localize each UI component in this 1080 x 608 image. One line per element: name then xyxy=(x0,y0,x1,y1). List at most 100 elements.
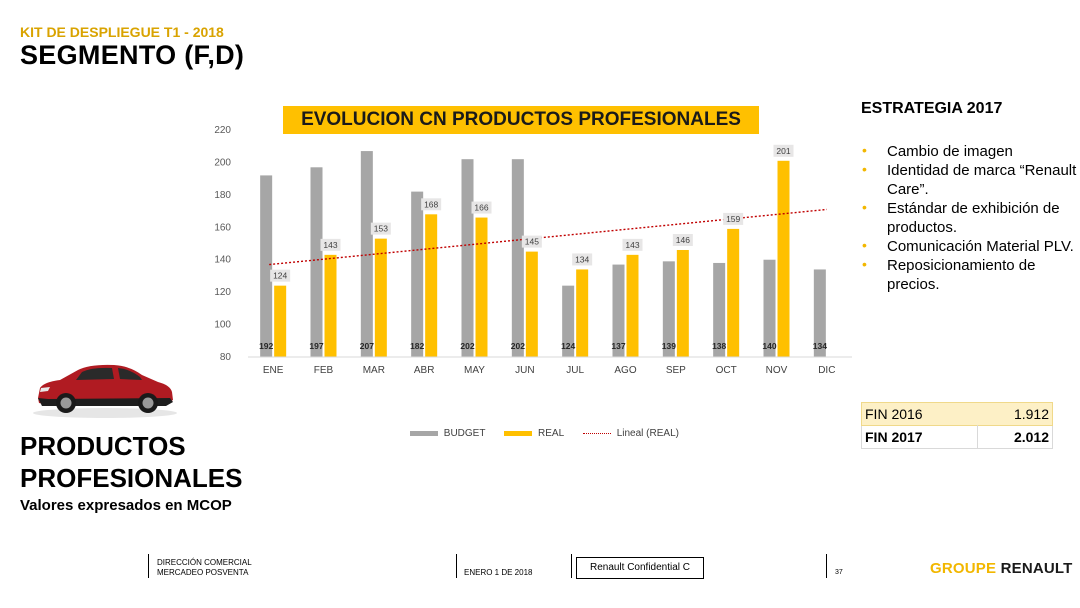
products-title-line1: PRODUCTOS xyxy=(20,431,186,461)
legend-trend-label: Lineal (REAL) xyxy=(616,428,679,439)
real-bar xyxy=(727,228,740,357)
budget-value-label: 137 xyxy=(611,341,625,351)
budget-bar xyxy=(260,175,273,357)
fin-row-2017: FIN 2017 2.012 xyxy=(861,425,1053,449)
strategy-item: • Cambio de imagen xyxy=(862,142,1013,160)
strategy-list: • Cambio de imagen • Identidad de marca “R… xyxy=(862,142,1077,294)
chart-legend: BUDGET REAL Lineal (REAL) xyxy=(410,428,679,442)
real-value-label: 166 xyxy=(474,203,488,213)
fin-label: FIN 2016 xyxy=(865,406,923,422)
footer-dept-line2: MERCADEO POSVENTA xyxy=(157,568,249,577)
budget-value-label: 192 xyxy=(259,341,273,351)
real-value-label: 153 xyxy=(374,224,388,234)
budget-value-label: 134 xyxy=(813,341,827,351)
real-bar xyxy=(676,249,689,357)
x-tick-label: JUL xyxy=(566,365,584,376)
x-tick-label: NOV xyxy=(766,365,788,376)
fin-value: 1.912 xyxy=(1013,406,1049,422)
legend-budget-swatch xyxy=(410,431,438,436)
real-label-bg xyxy=(572,253,593,266)
footer-department: DIRECCIÓN COMERCIAL MERCADEO POSVENTA xyxy=(157,558,252,578)
bars-group xyxy=(260,151,826,357)
budget-value-label: 202 xyxy=(460,341,474,351)
data-labels: 192 124 197 143 207 153 182 168 202 166 202 145 124 1… xyxy=(259,144,827,351)
x-tick-label: AGO xyxy=(614,365,636,376)
y-tick-label: 80 xyxy=(220,352,232,363)
budget-bar xyxy=(662,261,675,357)
budget-bar xyxy=(713,262,726,357)
budget-bar xyxy=(562,285,575,357)
fin-label: FIN 2017 xyxy=(865,429,923,445)
y-tick-label: 120 xyxy=(214,287,231,298)
x-tick-label: MAR xyxy=(363,365,385,376)
real-bar xyxy=(475,217,488,357)
footer-divider xyxy=(456,554,457,578)
kit-label: KIT DE DESPLIEGUE T1 - 2018 xyxy=(20,24,224,40)
fin-table: FIN 2016 1.912 FIN 2017 2.012 xyxy=(861,402,1053,449)
legend-real-swatch xyxy=(504,431,533,436)
budget-value-label: 207 xyxy=(360,341,374,351)
footer-date: ENERO 1 DE 2018 xyxy=(464,568,533,577)
bullet-icon: • xyxy=(862,199,867,215)
page-number: 37 xyxy=(835,569,843,576)
trendline-group xyxy=(269,208,827,266)
budget-bar xyxy=(461,159,474,357)
bullet-icon: • xyxy=(862,142,867,158)
strategy-title: ESTRATEGIA 2017 xyxy=(861,100,1003,117)
budget-bar xyxy=(511,159,524,357)
real-label-bg xyxy=(320,238,341,251)
real-label-bg xyxy=(723,212,744,225)
budget-bar xyxy=(360,151,373,357)
real-value-label: 201 xyxy=(776,146,790,156)
footer-divider xyxy=(148,554,149,578)
x-tick-label: ENE xyxy=(263,365,284,376)
real-bar xyxy=(274,285,287,357)
budget-bar xyxy=(813,269,826,357)
budget-bar xyxy=(763,259,776,357)
segment-title: SEGMENTO (F,D) xyxy=(20,40,245,70)
real-label-bg xyxy=(471,201,492,214)
x-tick-label: FEB xyxy=(314,365,334,376)
bullet-icon: • xyxy=(862,161,867,177)
budget-value-label: 124 xyxy=(561,341,575,351)
real-bar xyxy=(576,269,589,357)
y-tick-label: 100 xyxy=(214,320,231,331)
footer-divider xyxy=(826,554,827,578)
confidential-box: Renault Confidential C xyxy=(576,557,704,579)
strategy-item: • Reposicionamiento de precios. xyxy=(862,256,1036,293)
car-image xyxy=(33,364,177,418)
real-value-label: 146 xyxy=(676,235,690,245)
budget-value-label: 140 xyxy=(762,341,776,351)
legend-trend-swatch xyxy=(582,433,611,434)
real-label-bg xyxy=(421,198,442,211)
real-value-label: 159 xyxy=(726,214,740,224)
products-title-line2: PROFESIONALES xyxy=(20,463,243,493)
real-value-label: 143 xyxy=(625,240,639,250)
footer-dept-line1: DIRECCIÓN COMERCIAL xyxy=(157,558,252,567)
budget-bar xyxy=(310,167,323,357)
legend-real-label: REAL xyxy=(538,428,565,439)
x-tick-label: MAY xyxy=(464,365,485,376)
real-label-bg xyxy=(672,233,693,246)
budget-bar xyxy=(411,191,424,357)
budget-value-label: 182 xyxy=(410,341,424,351)
x-tick-label: JUN xyxy=(515,365,534,376)
trendline xyxy=(269,208,827,266)
y-axis: 80 100 120 140 160 180 200 220 xyxy=(214,125,231,363)
fin-value: 2.012 xyxy=(976,425,1053,449)
y-tick-label: 180 xyxy=(214,190,231,201)
real-bar xyxy=(777,160,790,357)
x-tick-label: ABR xyxy=(414,365,435,376)
x-tick-label: SEP xyxy=(666,365,686,376)
budget-value-label: 139 xyxy=(662,341,676,351)
real-label-bg xyxy=(521,235,542,248)
budget-value-label: 197 xyxy=(309,341,323,351)
y-tick-label: 200 xyxy=(214,157,231,168)
real-bar xyxy=(626,254,639,357)
strategy-item: • Comunicación Material PLV. xyxy=(862,237,1074,255)
legend-budget-label: BUDGET xyxy=(443,428,486,439)
real-value-label: 143 xyxy=(323,240,337,250)
real-bar xyxy=(374,238,387,357)
x-tick-label: DIC xyxy=(818,365,835,376)
